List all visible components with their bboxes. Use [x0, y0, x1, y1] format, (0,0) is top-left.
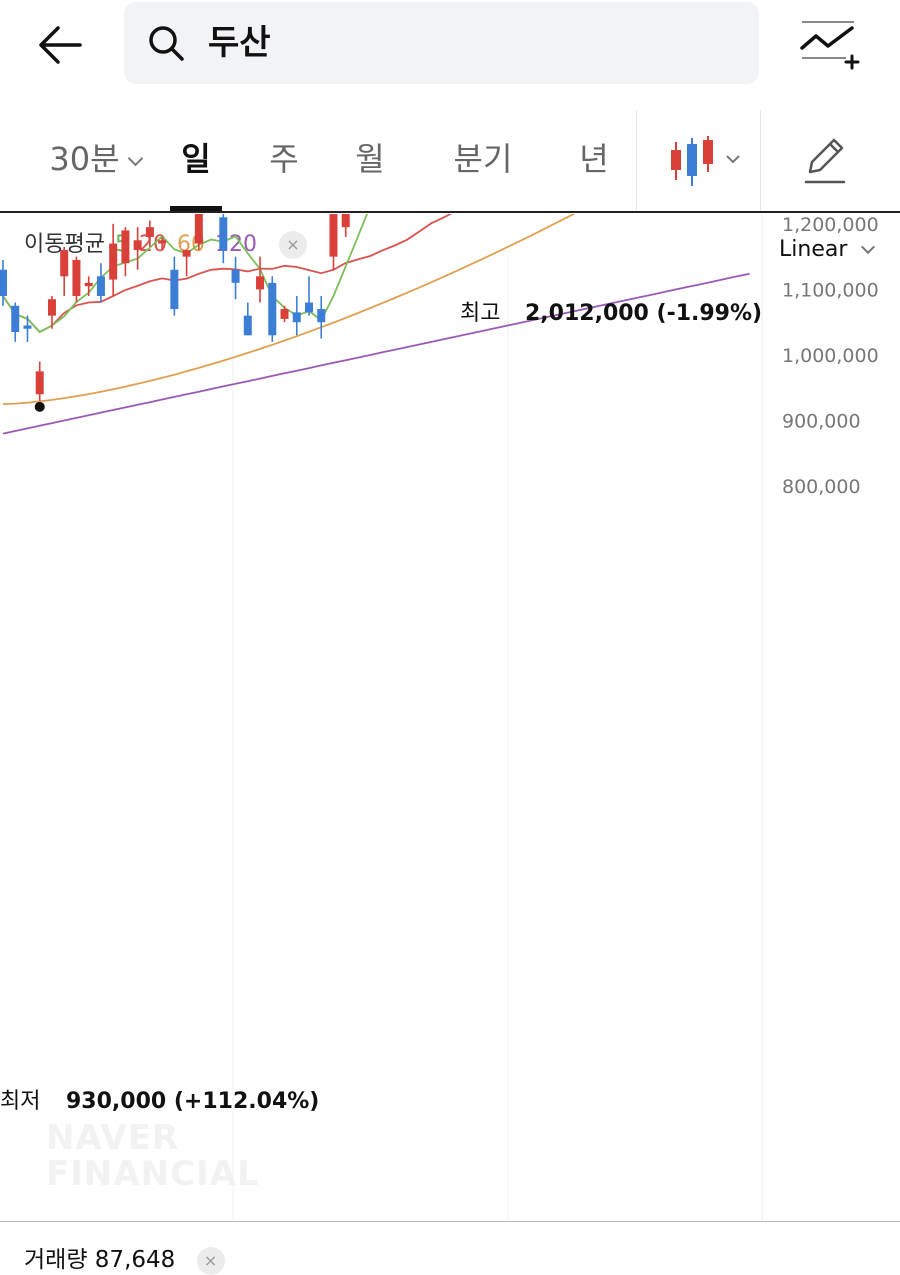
chart-add-icon	[800, 21, 860, 70]
candle-body	[47, 299, 56, 316]
candle-body	[305, 302, 313, 313]
candle-body	[243, 315, 252, 336]
search-input[interactable]: 두산	[208, 23, 271, 63]
candle-body	[329, 214, 338, 257]
candle-body	[60, 250, 69, 277]
candle-body	[256, 276, 265, 290]
candle-body	[317, 309, 326, 323]
chart-type-button[interactable]	[664, 136, 746, 186]
y-tick-label: 900,000	[782, 411, 861, 433]
app-header: 두산	[0, 0, 900, 110]
candle-body	[194, 214, 203, 244]
candle-body	[231, 269, 240, 283]
pencil-icon	[804, 138, 846, 184]
candle-body	[145, 227, 154, 237]
low-marker	[34, 401, 45, 412]
candle-body	[133, 240, 142, 251]
high-label-prefix: 최고	[460, 301, 500, 326]
volume-divider	[0, 1221, 900, 1222]
tab-divider	[636, 110, 637, 211]
ma20-line	[2, 214, 453, 334]
tab-month[interactable]: 월	[355, 140, 385, 178]
search-field[interactable]: 두산	[124, 2, 759, 84]
candle-body	[280, 309, 289, 319]
candle-body	[219, 217, 228, 251]
candle-body	[268, 282, 277, 336]
candlestick-icon	[671, 136, 740, 186]
candle-body	[170, 269, 179, 310]
candle-body	[96, 276, 105, 296]
watermark-logo: NAVER FINANCIAL	[46, 1120, 260, 1192]
tab-quarter[interactable]: 분기	[453, 140, 513, 178]
candle-body	[11, 305, 20, 333]
back-button[interactable]	[30, 14, 92, 76]
y-tick-label: 1,000,000	[782, 345, 879, 367]
tab-year[interactable]: 년	[579, 140, 609, 178]
low-label-value: 930,000 (+112.04%)	[66, 1089, 319, 1114]
candlestick-chart[interactable]: 2,100,0002,000,0001,900,0001,800,0001,70…	[0, 214, 900, 1220]
scale-label: Linear	[779, 237, 848, 262]
add-comparison-chart-button[interactable]	[796, 16, 862, 74]
candle-body	[182, 250, 191, 257]
candle-body	[0, 269, 7, 296]
candle-body	[72, 259, 81, 296]
scale-dropdown[interactable]: Linear	[779, 237, 876, 262]
y-tick-label: 1,200,000	[782, 214, 879, 236]
candle-body	[109, 243, 118, 280]
tab-divider	[760, 110, 761, 211]
chevron-down-icon	[127, 150, 143, 167]
candle-body	[35, 371, 44, 395]
candle-body	[121, 230, 130, 264]
volume-indicator[interactable]: 거래량 87,648 ×	[24, 1240, 225, 1275]
watermark-line1: NAVER	[46, 1118, 180, 1158]
candle-body	[23, 325, 32, 329]
active-tab-indicator	[170, 206, 222, 211]
search-icon	[149, 26, 184, 61]
tab-day[interactable]: 일	[181, 140, 211, 178]
tab-30min[interactable]: 30분	[40, 110, 150, 210]
tab-week[interactable]: 주	[269, 140, 299, 178]
watermark-line2: FINANCIAL	[46, 1154, 260, 1194]
close-icon[interactable]: ×	[196, 1246, 225, 1275]
y-tick-label: 1,100,000	[782, 279, 879, 301]
ma60-line	[2, 214, 576, 405]
tab-30min-label: 30분	[49, 140, 120, 178]
y-tick-label: 800,000	[782, 476, 861, 498]
draw-tool-button[interactable]	[800, 134, 850, 188]
candle-body	[292, 312, 301, 323]
ma120-line	[2, 272, 750, 435]
volume-title: 거래량	[24, 1247, 88, 1273]
candle-body	[341, 214, 350, 228]
close-icon[interactable]: ×	[278, 231, 307, 259]
arrow-left-icon	[39, 26, 82, 64]
high-label-value: 2,012,000 (-1.99%)	[525, 301, 762, 326]
candle-body	[158, 240, 167, 244]
period-tabs: 30분 일 주 월 분기 년	[0, 110, 900, 213]
volume-value: 87,648	[94, 1247, 176, 1273]
candle-body	[84, 282, 93, 287]
low-label-prefix: 최저	[0, 1089, 40, 1114]
